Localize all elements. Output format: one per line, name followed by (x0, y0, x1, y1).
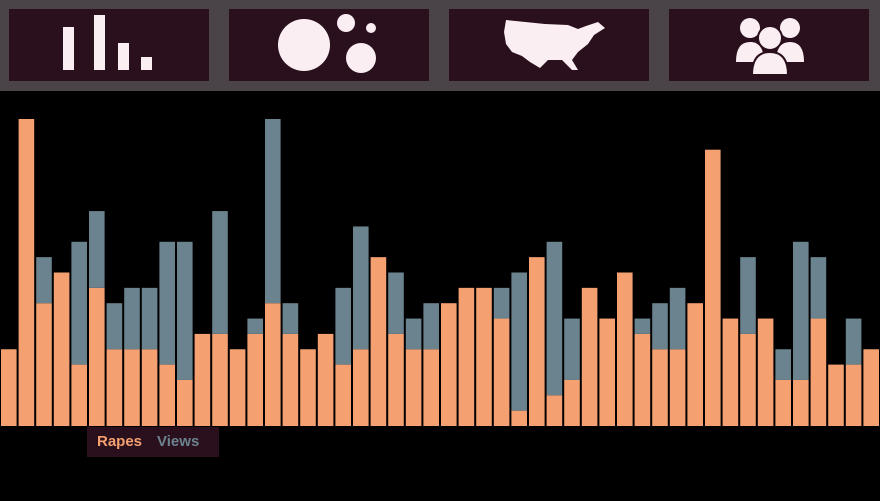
bar-segment (669, 287, 686, 350)
bar-segment (177, 241, 193, 380)
bar-segment (71, 364, 87, 426)
bar-segment (159, 364, 175, 426)
bar-icon (63, 15, 152, 70)
bar-segment (106, 303, 123, 350)
bar-segment (828, 364, 844, 426)
bar-segment (141, 287, 158, 350)
bar-segment (159, 241, 175, 365)
bar-segment (388, 272, 404, 334)
bar-segment (247, 333, 263, 426)
legend-entry: Views (157, 433, 199, 450)
bar-segment (194, 333, 211, 426)
bar-segment (212, 211, 228, 334)
bar-segment (793, 379, 809, 426)
bar-segment (124, 349, 140, 426)
legend-entry: Rapes (97, 433, 142, 450)
bar-segment (423, 303, 439, 350)
bar-segment (317, 333, 334, 426)
bar-segment (106, 349, 123, 426)
bubble-icon (278, 14, 376, 73)
bar-segment (405, 318, 422, 350)
bar-segment (775, 349, 791, 380)
bar-segment (476, 287, 492, 426)
bar-segment (511, 410, 527, 426)
bar-segment (740, 333, 756, 426)
bar-segment (511, 272, 527, 411)
bar-segment (546, 395, 563, 426)
bar-segment (265, 303, 281, 426)
legend-bg (87, 427, 219, 457)
bar-segment (36, 257, 52, 304)
bar-segment (705, 149, 721, 426)
bar-segment (229, 349, 246, 426)
bar-segment (405, 349, 422, 426)
bar-segment (546, 241, 563, 396)
bar-segment (300, 349, 316, 426)
bar-segment (529, 257, 545, 426)
bar-segment (458, 287, 475, 426)
bar-segment (775, 379, 791, 426)
map-button[interactable] (449, 9, 649, 81)
bar-segment (810, 318, 827, 426)
button-bg (9, 9, 209, 81)
bar-segment (212, 333, 228, 426)
bar-segment (353, 349, 369, 426)
legend: Rapes Views (97, 433, 199, 450)
bar-segment (71, 241, 87, 365)
bar-segment (36, 303, 52, 426)
bar-segment (53, 272, 70, 426)
people-button[interactable] (669, 9, 869, 81)
bar-segment (335, 287, 351, 365)
bar-segment (282, 303, 299, 334)
bar-segment (177, 379, 193, 426)
bar-segment (845, 318, 862, 365)
bar-segment (564, 318, 580, 380)
bar-segment (669, 349, 686, 426)
bar-chart-button[interactable] (9, 9, 209, 81)
map-icon (504, 20, 605, 70)
bar-segment (599, 318, 615, 426)
bar-segment (634, 318, 651, 334)
bar-segment (265, 119, 281, 304)
bar-segment (441, 303, 457, 426)
bar-segment (335, 364, 351, 426)
bar-segment (687, 303, 703, 426)
bar-segment (89, 287, 105, 426)
bar-segment (1, 349, 17, 426)
bar-segment (89, 211, 105, 288)
bar-segment (247, 318, 263, 334)
bar-segment (810, 257, 827, 319)
bar-segment (652, 303, 668, 350)
bar-segment (634, 333, 651, 426)
bar-segment (757, 318, 774, 426)
bar-segment (740, 257, 756, 334)
bar-segment (863, 349, 879, 426)
bubble-button[interactable] (229, 9, 429, 81)
bar-segment (652, 349, 668, 426)
bar-segment (564, 379, 580, 426)
bar-segment (581, 287, 598, 426)
bar-segment (493, 318, 510, 426)
bar-segment (722, 318, 739, 426)
bar-segment (793, 241, 809, 380)
bar-segment (353, 226, 369, 350)
bar-segment (18, 119, 35, 426)
bar-segment (388, 333, 404, 426)
bar-segment (423, 349, 439, 426)
bar-segment (141, 349, 158, 426)
bar-segment (370, 257, 387, 426)
bars (1, 119, 879, 426)
bar-segment (617, 272, 633, 426)
bar-segment (282, 333, 299, 426)
bar-segment (124, 287, 140, 350)
bar-segment (493, 287, 510, 319)
people-icon (736, 18, 804, 76)
bar-segment (845, 364, 862, 426)
